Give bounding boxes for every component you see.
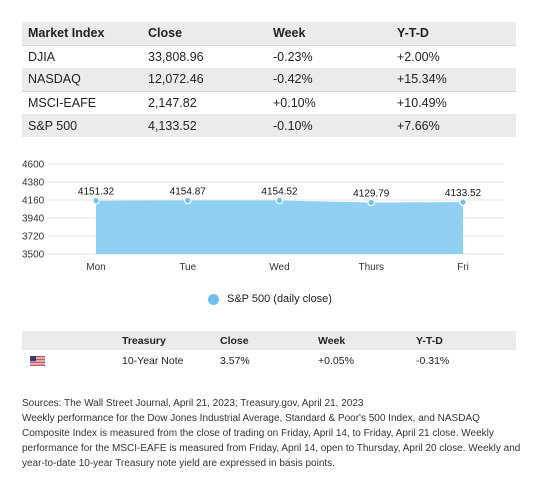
header-close: Close <box>216 331 314 350</box>
header-flag <box>22 331 118 350</box>
y-tick-label: 3720 <box>22 232 45 243</box>
index-close: 12,072.46 <box>142 68 267 91</box>
index-close: 4,133.52 <box>142 114 267 137</box>
data-label: 4154.87 <box>170 186 207 197</box>
market-table-header: Market Index Close Week Y-T-D <box>22 22 516 45</box>
x-tick-label: Wed <box>269 262 289 273</box>
x-tick-label: Tue <box>179 262 196 273</box>
series-area <box>96 200 463 254</box>
treasury-name: 10-Year Note <box>122 354 184 367</box>
index-name: NASDAQ <box>22 68 142 91</box>
header-ytd: Y-T-D <box>412 331 516 350</box>
footnotes: Sources: The Wall Street Journal, April … <box>22 396 522 471</box>
index-close: 33,808.96 <box>142 44 267 68</box>
index-close: 2,147.82 <box>142 90 267 114</box>
chart-legend: S&P 500 (daily close) <box>208 291 332 307</box>
treasury-table-header: Treasury Close Week Y-T-D <box>22 331 516 350</box>
index-ytd: +15.34% <box>391 68 516 91</box>
flag-cell <box>22 350 118 371</box>
index-name: MSCI-EAFE <box>22 90 142 114</box>
data-label: 4133.52 <box>445 188 482 199</box>
index-ytd: +2.00% <box>391 44 516 68</box>
y-tick-label: 4600 <box>22 160 45 171</box>
methodology-note: Weekly performance for the Dow Jones Ind… <box>22 413 521 469</box>
header-week: Week <box>267 22 391 45</box>
index-ytd: +10.49% <box>391 90 516 114</box>
table-row-sp500: S&P 500 4,133.52 -0.10% +7.66% <box>22 114 516 137</box>
us-flag-icon <box>30 355 45 366</box>
treasury-ytd: -0.31% <box>416 354 450 367</box>
index-week: -0.42% <box>267 68 391 91</box>
data-point <box>92 196 100 205</box>
sp500-area-chart: 4600 4380 4160 3940 3720 3500 4151.32 Mon 4154.8… <box>22 160 504 273</box>
table-row-nasdaq: NASDAQ 12,072.46 -0.42% +15.34% <box>22 68 516 91</box>
y-tick-label: 4380 <box>22 178 45 189</box>
data-label: 4151.32 <box>78 187 115 198</box>
index-week: +0.10% <box>267 90 391 114</box>
index-name: S&P 500 <box>22 114 142 137</box>
x-tick-label: Mon <box>86 262 105 273</box>
x-tick-label: Thurs <box>358 262 384 273</box>
header-market-index: Market Index <box>22 22 142 45</box>
header-ytd: Y-T-D <box>391 22 516 45</box>
index-ytd: +7.66% <box>391 114 516 137</box>
legend-label: S&P 500 (daily close) <box>227 293 332 305</box>
sources-note: Sources: The Wall Street Journal, April … <box>22 398 364 409</box>
table-row-msci-eafe: MSCI-EAFE 2,147.82 +0.10% +10.49% <box>22 90 516 114</box>
treasury-week: +0.05% <box>318 354 354 367</box>
data-point <box>367 198 376 207</box>
y-tick-label: 4160 <box>22 196 45 207</box>
index-week: -0.23% <box>267 44 391 68</box>
data-point <box>459 198 467 206</box>
market-index-table: Market Index Close Week Y-T-D DJIA 33,80… <box>22 22 516 137</box>
x-tick-label: Fri <box>457 262 469 273</box>
legend-swatch <box>208 293 219 305</box>
index-name: DJIA <box>22 44 142 68</box>
data-point <box>183 196 192 205</box>
index-week: -0.10% <box>267 114 391 137</box>
y-tick-label: 3940 <box>22 214 45 225</box>
data-label: 4129.79 <box>353 188 390 199</box>
table-row-djia: DJIA 33,808.96 -0.23% +2.00% <box>22 44 516 68</box>
header-week: Week <box>314 331 412 350</box>
treasury-table: Treasury Close Week Y-T-D 10-Year Note <box>22 331 516 371</box>
treasury-close: 3.57% <box>220 354 250 367</box>
table-row-10-year-note: 10-Year Note 3.57% +0.05% -0.31% <box>22 350 516 371</box>
y-tick-label: 3500 <box>22 250 45 261</box>
header-close: Close <box>142 22 267 45</box>
header-treasury: Treasury <box>118 331 216 350</box>
data-point <box>275 196 284 205</box>
data-label: 4154.52 <box>261 186 298 197</box>
